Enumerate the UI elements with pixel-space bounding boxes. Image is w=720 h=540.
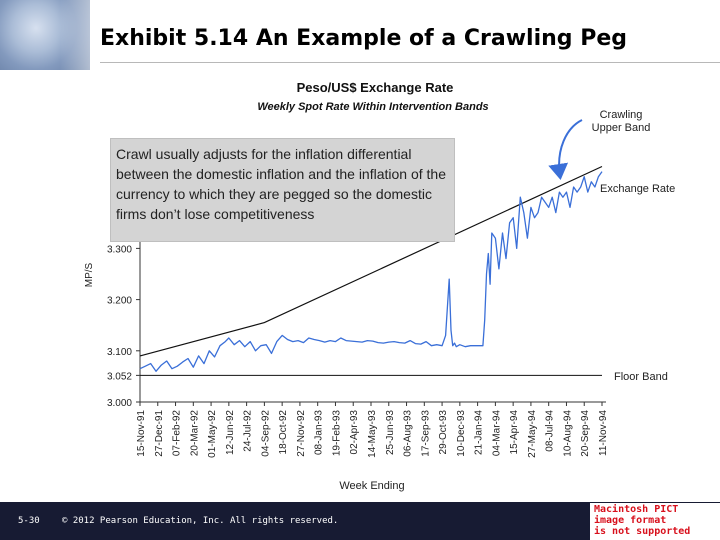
x-tick-label: 08-Jul-94: [545, 410, 556, 452]
slide-title: Exhibit 5.14 An Example of a Crawling Pe…: [100, 26, 627, 51]
upper-band-arrow: [548, 119, 583, 180]
pict-placeholder-text: Macintosh PICT image format is not suppo…: [594, 504, 718, 537]
x-tick-label: 20-Sep-94: [580, 410, 591, 457]
x-tick-label: 17-Sep-93: [420, 410, 431, 457]
x-tick-label: 27-Dec-91: [154, 410, 165, 457]
x-tick-label: 27-Nov-92: [296, 410, 307, 457]
y-tick-label: 3.000: [107, 398, 132, 409]
y-tick-label: 3.052: [107, 371, 132, 382]
x-axis-label: Week Ending: [339, 480, 404, 492]
y-axis-label: MP/S: [84, 262, 95, 287]
upper-band-label-line: Crawling: [600, 109, 643, 121]
x-tick-label: 06-Aug-93: [403, 410, 414, 457]
upper-band-label: Crawling Upper Band: [592, 109, 651, 134]
pict-line-1: Macintosh PICT: [594, 504, 679, 515]
x-tick-label: 21-Jan-94: [474, 410, 485, 455]
logo-fade: [60, 0, 120, 70]
x-tick-label: 25-Jun-93: [385, 410, 396, 455]
x-tick-label: 19-Feb-93: [331, 410, 342, 457]
pict-placeholder: [590, 503, 720, 540]
exchange-rate-line: [139, 171, 603, 372]
floor-band-label: Floor Band: [614, 371, 668, 383]
x-tick-label: 08-Jan-93: [314, 410, 325, 455]
upper-band-label-line: Upper Band: [592, 122, 651, 134]
x-tick-label: 11-Nov-94: [598, 410, 609, 456]
footer-copyright: © 2012 Pearson Education, Inc. All right…: [62, 516, 339, 526]
chart-title: Peso/US$ Exchange Rate: [297, 80, 454, 95]
exchange-rate-label: Exchange Rate: [600, 183, 675, 195]
title-divider: [100, 62, 720, 63]
crawl-callout: Crawl usually adjusts for the inflation …: [110, 138, 455, 242]
x-tick-label: 15-Apr-94: [509, 410, 520, 455]
pict-line-3: is not supported: [594, 526, 691, 537]
x-tick-label: 29-Oct-93: [438, 410, 449, 455]
y-tick-label: 3.100: [107, 347, 132, 358]
x-tick-label: 02-Apr-93: [349, 410, 360, 455]
x-tick-label: 10-Dec-93: [456, 410, 467, 457]
x-tick-label: 18-Oct-92: [278, 410, 289, 455]
x-tick-label: 24-Jul-92: [243, 410, 254, 452]
footer-page-number: 5-30: [18, 516, 40, 526]
x-tick-label: 10-Aug-94: [562, 410, 573, 457]
x-tick-label: 15-Nov-91: [136, 410, 147, 457]
x-tick-label: 04-Mar-94: [491, 410, 502, 457]
x-tick-label: 07-Feb-92: [172, 410, 183, 457]
pict-line-2: image format: [594, 515, 667, 526]
chart-subtitle: Weekly Spot Rate Within Intervention Ban…: [257, 101, 488, 113]
x-tick-label: 12-Jun-92: [225, 410, 236, 455]
y-tick-label: 3.200: [107, 296, 132, 307]
y-tick-label: 3.300: [107, 244, 132, 255]
x-tick-label: 20-Mar-92: [189, 410, 200, 457]
x-tick-label: 27-May-94: [527, 410, 538, 458]
x-tick-label: 14-May-93: [367, 410, 378, 458]
crawling-upper-band-line: [139, 165, 603, 357]
x-tick-label: 01-May-92: [207, 410, 218, 458]
x-tick-label: 04-Sep-92: [260, 410, 271, 457]
